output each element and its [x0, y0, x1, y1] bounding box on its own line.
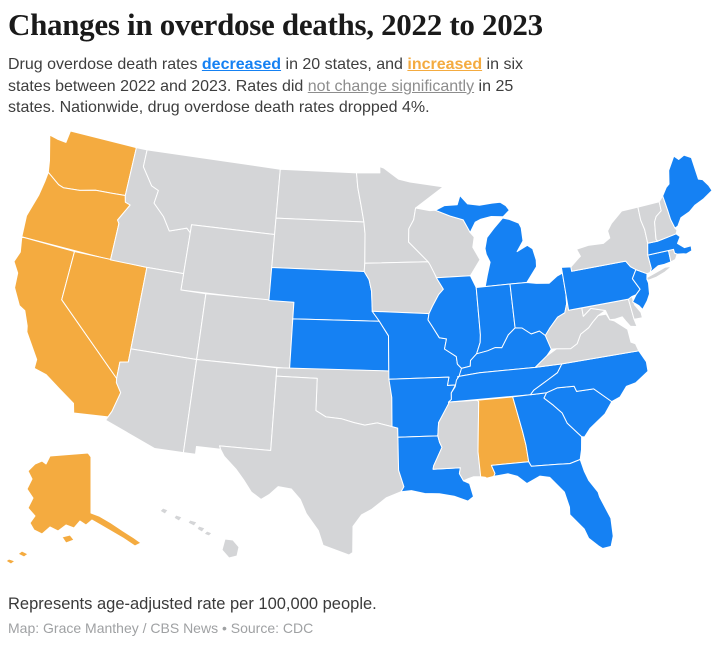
- state-hi[interactable]: [159, 507, 240, 559]
- state-wa[interactable]: [47, 130, 137, 196]
- state-wy[interactable]: [180, 224, 276, 301]
- page: Changes in overdose deaths, 2022 to 2023…: [0, 8, 720, 661]
- state-nc[interactable]: [530, 350, 649, 403]
- state-co[interactable]: [196, 293, 295, 370]
- state-ak[interactable]: [5, 452, 142, 565]
- nochange-link[interactable]: not change significantly: [307, 77, 475, 95]
- state-fl[interactable]: [490, 458, 614, 549]
- state-nm[interactable]: [182, 358, 278, 455]
- state-nd[interactable]: [275, 168, 365, 223]
- decreased-link[interactable]: decreased: [201, 56, 282, 74]
- intro-paragraph: Drug overdose death rates decreased in 2…: [8, 54, 524, 119]
- intro-text-2: in 20 states, and: [281, 56, 408, 74]
- state-ia[interactable]: [363, 261, 444, 315]
- us-choropleth-map: [5, 130, 713, 565]
- intro-text-6: in 25 states. Nationwide, drug overdose …: [8, 77, 514, 117]
- intro-text-4: in six states between 2022 and 2023. Rat…: [8, 56, 523, 95]
- map-container: [0, 127, 720, 590]
- state-wi[interactable]: [408, 207, 481, 279]
- state-mi[interactable]: [435, 194, 537, 288]
- state-az[interactable]: [105, 348, 198, 454]
- increased-link[interactable]: increased: [407, 56, 483, 74]
- state-sd[interactable]: [271, 217, 366, 272]
- intro-text-0: Drug overdose death rates: [8, 56, 202, 74]
- state-me[interactable]: [662, 154, 713, 229]
- state-tx[interactable]: [219, 375, 405, 556]
- map-credit: Map: Grace Manthey / CBS News • Source: …: [8, 619, 314, 636]
- state-ks[interactable]: [289, 318, 390, 372]
- page-title: Changes in overdose deaths, 2022 to 2023: [8, 7, 543, 42]
- map-note: Represents age-adjusted rate per 100,000…: [8, 594, 377, 613]
